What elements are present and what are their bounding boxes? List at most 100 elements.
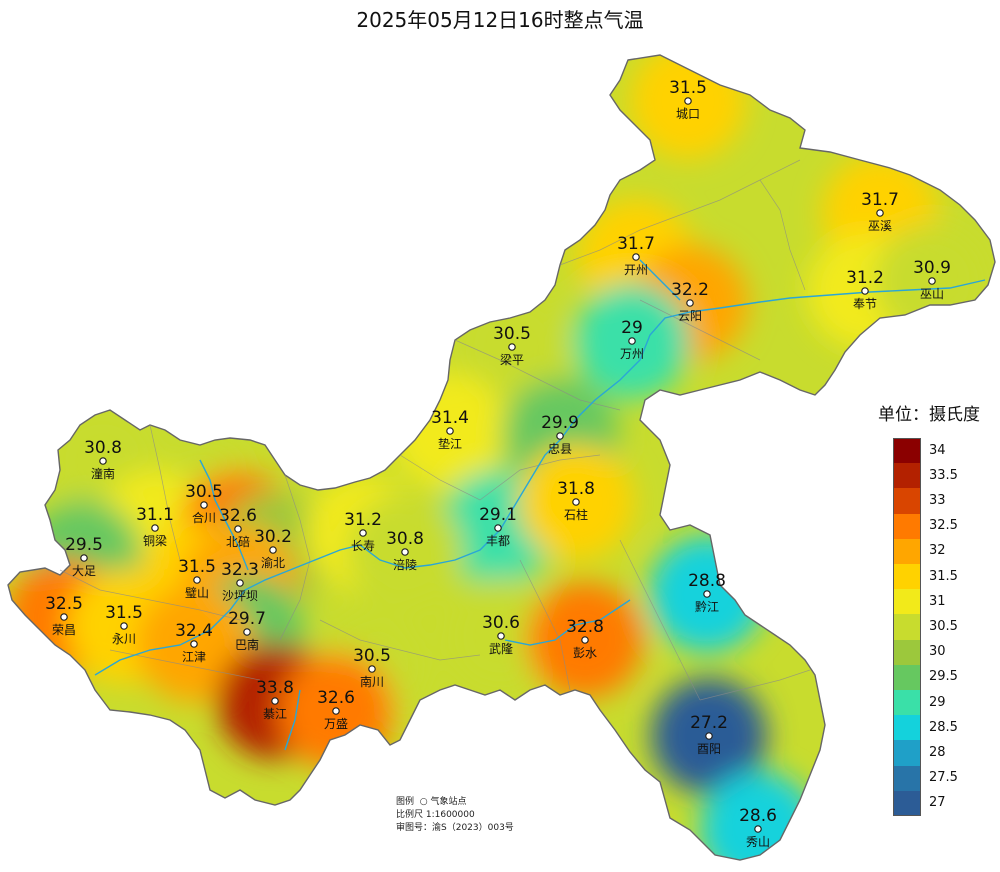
station-temperature: 32.8 — [566, 617, 604, 637]
station-name: 开州 — [624, 263, 648, 277]
legend-label: 31.5 — [929, 568, 958, 584]
legend-swatch — [893, 639, 921, 665]
station-temperature: 31.5 — [669, 78, 707, 98]
legend-label: 29.5 — [929, 669, 958, 685]
station-marker — [628, 337, 636, 345]
station: 33.8 綦江 — [256, 678, 294, 721]
station-name: 涪陵 — [393, 557, 417, 572]
station-temperature: 30.5 — [185, 482, 223, 502]
station-temperature: 31.2 — [846, 268, 884, 288]
station: 28.8 黔江 — [688, 571, 726, 614]
station: 30.8 涪陵 — [386, 529, 424, 572]
map-title: 2025年05月12日16时整点气温 — [356, 8, 644, 32]
station: 32.4 江津 — [175, 621, 213, 664]
station: 31.2 奉节 — [846, 268, 884, 311]
station-marker — [332, 707, 340, 715]
station-marker — [556, 432, 564, 440]
station-name: 黔江 — [695, 599, 719, 614]
legend-label: 27 — [929, 795, 946, 811]
district-border — [319, 619, 481, 661]
legend-label: 31 — [929, 593, 946, 609]
station-marker — [234, 525, 242, 533]
station-temperature: 32.4 — [175, 621, 213, 641]
station-temperature: 30.9 — [913, 258, 951, 278]
station-marker — [928, 277, 936, 285]
legend-swatch — [893, 589, 921, 615]
station-name: 城口 — [676, 107, 700, 121]
station-marker — [236, 579, 244, 587]
chongqing-boundary — [7, 54, 996, 861]
station-marker — [368, 665, 376, 673]
station: 31.8 石柱 — [557, 479, 595, 522]
station-temperature: 31.7 — [861, 190, 899, 210]
rivers — [94, 259, 986, 751]
station-name: 永川 — [112, 632, 136, 646]
station-marker — [359, 529, 367, 537]
station: 32.5 荣昌 — [45, 594, 83, 637]
station-marker — [508, 343, 516, 351]
legend-label: 29 — [929, 694, 946, 710]
station-name: 北碚 — [226, 534, 250, 549]
station-temperature: 29 — [621, 318, 643, 338]
station-temperature: 32.6 — [219, 506, 257, 526]
legend-swatch — [893, 463, 921, 489]
station: 31.7 开州 — [617, 234, 655, 277]
legend-label: 32.5 — [929, 518, 958, 534]
legend-swatch — [893, 715, 921, 741]
station-temperature: 31.4 — [431, 408, 469, 428]
station-name: 南川 — [360, 674, 384, 689]
station-marker — [572, 498, 580, 506]
legend-swatch — [893, 740, 921, 766]
station-name: 万州 — [620, 347, 644, 361]
district-border — [699, 669, 811, 701]
station-temperature: 30.6 — [482, 613, 520, 633]
legend-swatch — [893, 790, 921, 816]
station-temperature: 32.2 — [671, 280, 709, 300]
station-markers: 31.5 城口 31.7 巫溪 31.7 开州 32.2 云阳 31.2 奉节 30.9 巫山 29 万州… — [45, 78, 951, 849]
station: 32.2 云阳 — [671, 280, 709, 323]
station-name: 渝北 — [261, 555, 285, 570]
station: 30.2 渝北 — [254, 527, 292, 570]
station-marker — [497, 632, 505, 640]
station-temperature: 33.8 — [256, 678, 294, 698]
info-legend-item: 气象站点 — [430, 797, 467, 807]
station-temperature: 30.5 — [493, 324, 531, 344]
station-name: 酉阳 — [697, 742, 721, 756]
station-temperature: 29.7 — [228, 609, 266, 629]
station-marker — [705, 732, 713, 740]
station-marker — [632, 253, 640, 261]
legend-swatch — [893, 488, 921, 514]
station: 31.4 垫江 — [431, 408, 469, 451]
info-legend-label: 图例 — [396, 797, 415, 807]
district-borders — [59, 159, 811, 701]
station: 29.9 忠县 — [541, 413, 579, 456]
legend-swatch — [893, 513, 921, 539]
station-temperature: 29.1 — [479, 505, 517, 525]
station: 29.5 大足 — [65, 535, 103, 578]
station-temperature: 27.2 — [690, 713, 728, 733]
station-temperature: 28.8 — [688, 571, 726, 591]
legend-label: 28.5 — [929, 719, 958, 735]
station-name: 垫江 — [438, 436, 462, 451]
station-name: 奉节 — [853, 297, 877, 311]
river — [94, 279, 986, 676]
station: 30.5 合川 — [185, 482, 223, 525]
legend-swatch — [893, 438, 921, 464]
station: 30.9 巫山 — [913, 258, 951, 301]
district-border — [59, 569, 241, 621]
station-name: 璧山 — [185, 585, 209, 600]
station-marker — [271, 697, 279, 705]
station-temperature: 31.5 — [178, 557, 216, 577]
station: 32.3 沙坪坝 — [221, 560, 259, 603]
map-info: 图例 ○ 气象站点 比例尺 1:1600000 审图号：渝S（2023）003号 — [396, 796, 514, 835]
station-name: 长寿 — [351, 539, 375, 553]
station: 32.6 北碚 — [219, 506, 257, 549]
legend-swatch — [893, 538, 921, 564]
station-marker — [120, 622, 128, 630]
station: 27.2 酉阳 — [690, 713, 728, 756]
station: 31.2 长寿 — [344, 510, 382, 553]
station: 32.8 彭水 — [566, 617, 604, 660]
station-marker — [190, 640, 198, 648]
district-border — [149, 424, 181, 561]
